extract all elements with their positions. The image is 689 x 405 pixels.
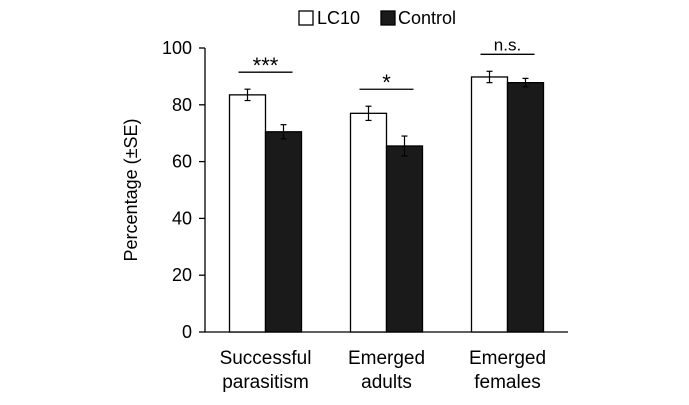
legend: LC10 Control: [298, 8, 456, 28]
x-category-label: females: [474, 372, 541, 393]
significance-label: ***: [253, 53, 279, 78]
legend-swatch-lc10: [298, 10, 314, 26]
bar-control: [506, 81, 545, 333]
bar-control: [385, 145, 424, 333]
x-category-label: adults: [361, 372, 412, 393]
y-ticks: 0 20 40 60 80 100: [162, 38, 205, 342]
y-tick-label: 80: [172, 95, 192, 115]
x-category-label: Emerged: [469, 348, 546, 369]
bars: ****n.s.: [228, 35, 545, 333]
legend-label-control: Control: [398, 8, 456, 28]
bar-lc10: [349, 112, 388, 333]
y-tick-label: 0: [182, 322, 192, 342]
legend-swatch-control: [380, 10, 396, 26]
x-category-label: parasitism: [222, 372, 309, 393]
significance-label: *: [382, 70, 391, 95]
y-axis-title: Percentage (±SE): [121, 119, 141, 262]
y-tick-label: 100: [162, 38, 192, 58]
y-tick-label: 60: [172, 152, 192, 172]
significance-label: n.s.: [494, 35, 521, 54]
x-labels: Successful parasitism Emerged adults Emerged…: [220, 348, 546, 393]
y-tick-label: 40: [172, 208, 192, 228]
x-category-label: Emerged: [348, 348, 425, 369]
legend-label-lc10: LC10: [317, 8, 360, 28]
bar-control: [264, 131, 303, 333]
bar-lc10: [228, 94, 267, 333]
bar-lc10: [470, 76, 509, 333]
x-category-label: Successful: [220, 348, 312, 369]
y-tick-label: 20: [172, 265, 192, 285]
